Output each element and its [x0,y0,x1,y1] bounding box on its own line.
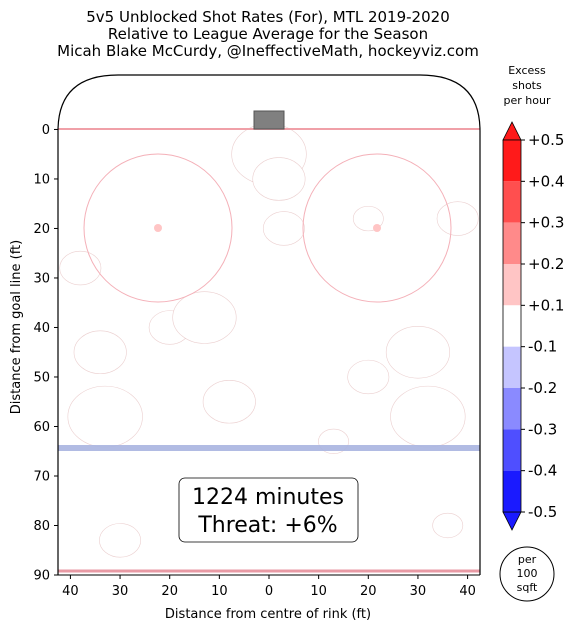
y-tick-label: 50 [33,370,50,385]
colorbar-bottom-arrow [502,511,522,531]
colorbar-label: -0.5 [528,503,557,521]
colorbar-label: +0.4 [528,172,564,190]
x-tick-label: 40 [62,584,79,599]
heat-contour [432,512,464,539]
unit-line-3: sqft [517,581,538,594]
colorbar-label: -0.2 [528,379,557,397]
y-axis-label: Distance from goal line (ft) [9,240,24,414]
colorbar: +0.5 +0.4 +0.3 +0.2 +0.1 -0.1 -0.2 -0.3 -0.4 -0.5 [502,121,564,531]
y-tick-label: 10 [33,172,50,187]
heat-contour [67,385,143,448]
minutes-annotation: 1224 minutes [192,485,344,510]
chart-title-line-2: Relative to League Average for the Seaso… [108,25,428,43]
colorbar-label: -0.4 [528,462,557,480]
heat-region [385,325,451,379]
left-faceoff-circle [83,153,233,303]
colorbar-label: +0.1 [528,296,564,314]
unit-badge [499,546,555,602]
colorbar-band [503,388,521,430]
heat-region [432,512,464,539]
colorbar-band [503,264,521,306]
x-tick-label: 10 [211,584,228,599]
y-tick-label: 0 [42,123,50,138]
blue-line [58,445,480,451]
chart-title-line-3: Micah Blake McCurdy, @IneffectiveMath, h… [57,42,479,60]
heat-region [262,211,305,246]
heat-contour [436,201,479,236]
left-faceoff-dot [154,224,162,232]
rink-boards [57,74,481,575]
colorbar-label: +0.5 [528,131,564,149]
colorbar-label: +0.2 [528,255,564,273]
colorbar-band [503,140,521,182]
colorbar-band [503,470,521,512]
heat-contour [390,385,466,448]
colorbar-band [503,222,521,264]
heat-contour [252,157,306,201]
heat-region [347,359,390,395]
threat-annotation: Threat: +6% [197,513,337,538]
colorbar-title-line-2: shots [512,79,542,92]
y-tick-label: 20 [33,222,50,237]
heat-contour [99,523,142,558]
y-tick-label: 30 [33,271,50,286]
heat-region [99,523,142,558]
heat-region [252,157,306,201]
unit-line-2: 100 [517,567,538,580]
heat-contour [59,250,102,286]
y-tick-label: 40 [33,321,50,336]
x-tick-label: 20 [161,584,178,599]
y-tick-label: 90 [33,569,50,584]
heat-region [67,385,143,448]
colorbar-label: +0.3 [528,214,564,232]
x-tick-label: 20 [360,584,377,599]
colorbar-frame [502,139,522,513]
heat-contour [202,380,256,424]
colorbar-band [503,181,521,223]
heat-region [436,201,479,236]
x-tick-label: 10 [310,584,327,599]
x-axis-label: Distance from centre of rink (ft) [165,607,371,622]
colorbar-label: -0.3 [528,420,557,438]
x-axis-ticks: 40 30 20 10 0 10 20 30 40 [62,575,476,599]
x-tick-label: 0 [265,584,273,599]
y-tick-label: 60 [33,420,50,435]
heat-contour [172,291,237,344]
heat-contour [262,211,305,246]
heat-region [390,385,466,448]
heat-contour [347,359,390,395]
right-faceoff-circle [302,153,452,303]
annotation-box [178,477,359,543]
heat-region [172,291,237,344]
colorbar-band [503,305,521,347]
x-tick-label: 30 [410,584,427,599]
colorbar-top-arrow [502,121,522,141]
goal-crease [253,110,285,130]
colorbar-title-line-1: Excess [508,64,546,77]
y-tick-label: 70 [33,469,50,484]
heat-region [73,330,127,374]
chart-title-line-1: 5v5 Unblocked Shot Rates (For), MTL 2019… [86,8,450,26]
unit-line-1: per [518,553,537,566]
right-faceoff-dot [373,224,381,232]
colorbar-title-line-3: per hour [504,94,551,107]
heatmap-layer [59,123,479,558]
colorbar-band [503,429,521,471]
heat-contour [73,330,127,374]
x-tick-label: 30 [112,584,129,599]
heat-region [202,380,256,424]
y-tick-label: 80 [33,519,50,534]
heat-region [59,250,102,286]
colorbar-band [503,346,521,388]
x-tick-label: 40 [459,584,476,599]
y-axis-ticks: 0 10 20 30 40 50 60 70 80 90 [33,123,58,584]
heat-contour [385,325,451,379]
colorbar-label: -0.1 [528,338,557,356]
